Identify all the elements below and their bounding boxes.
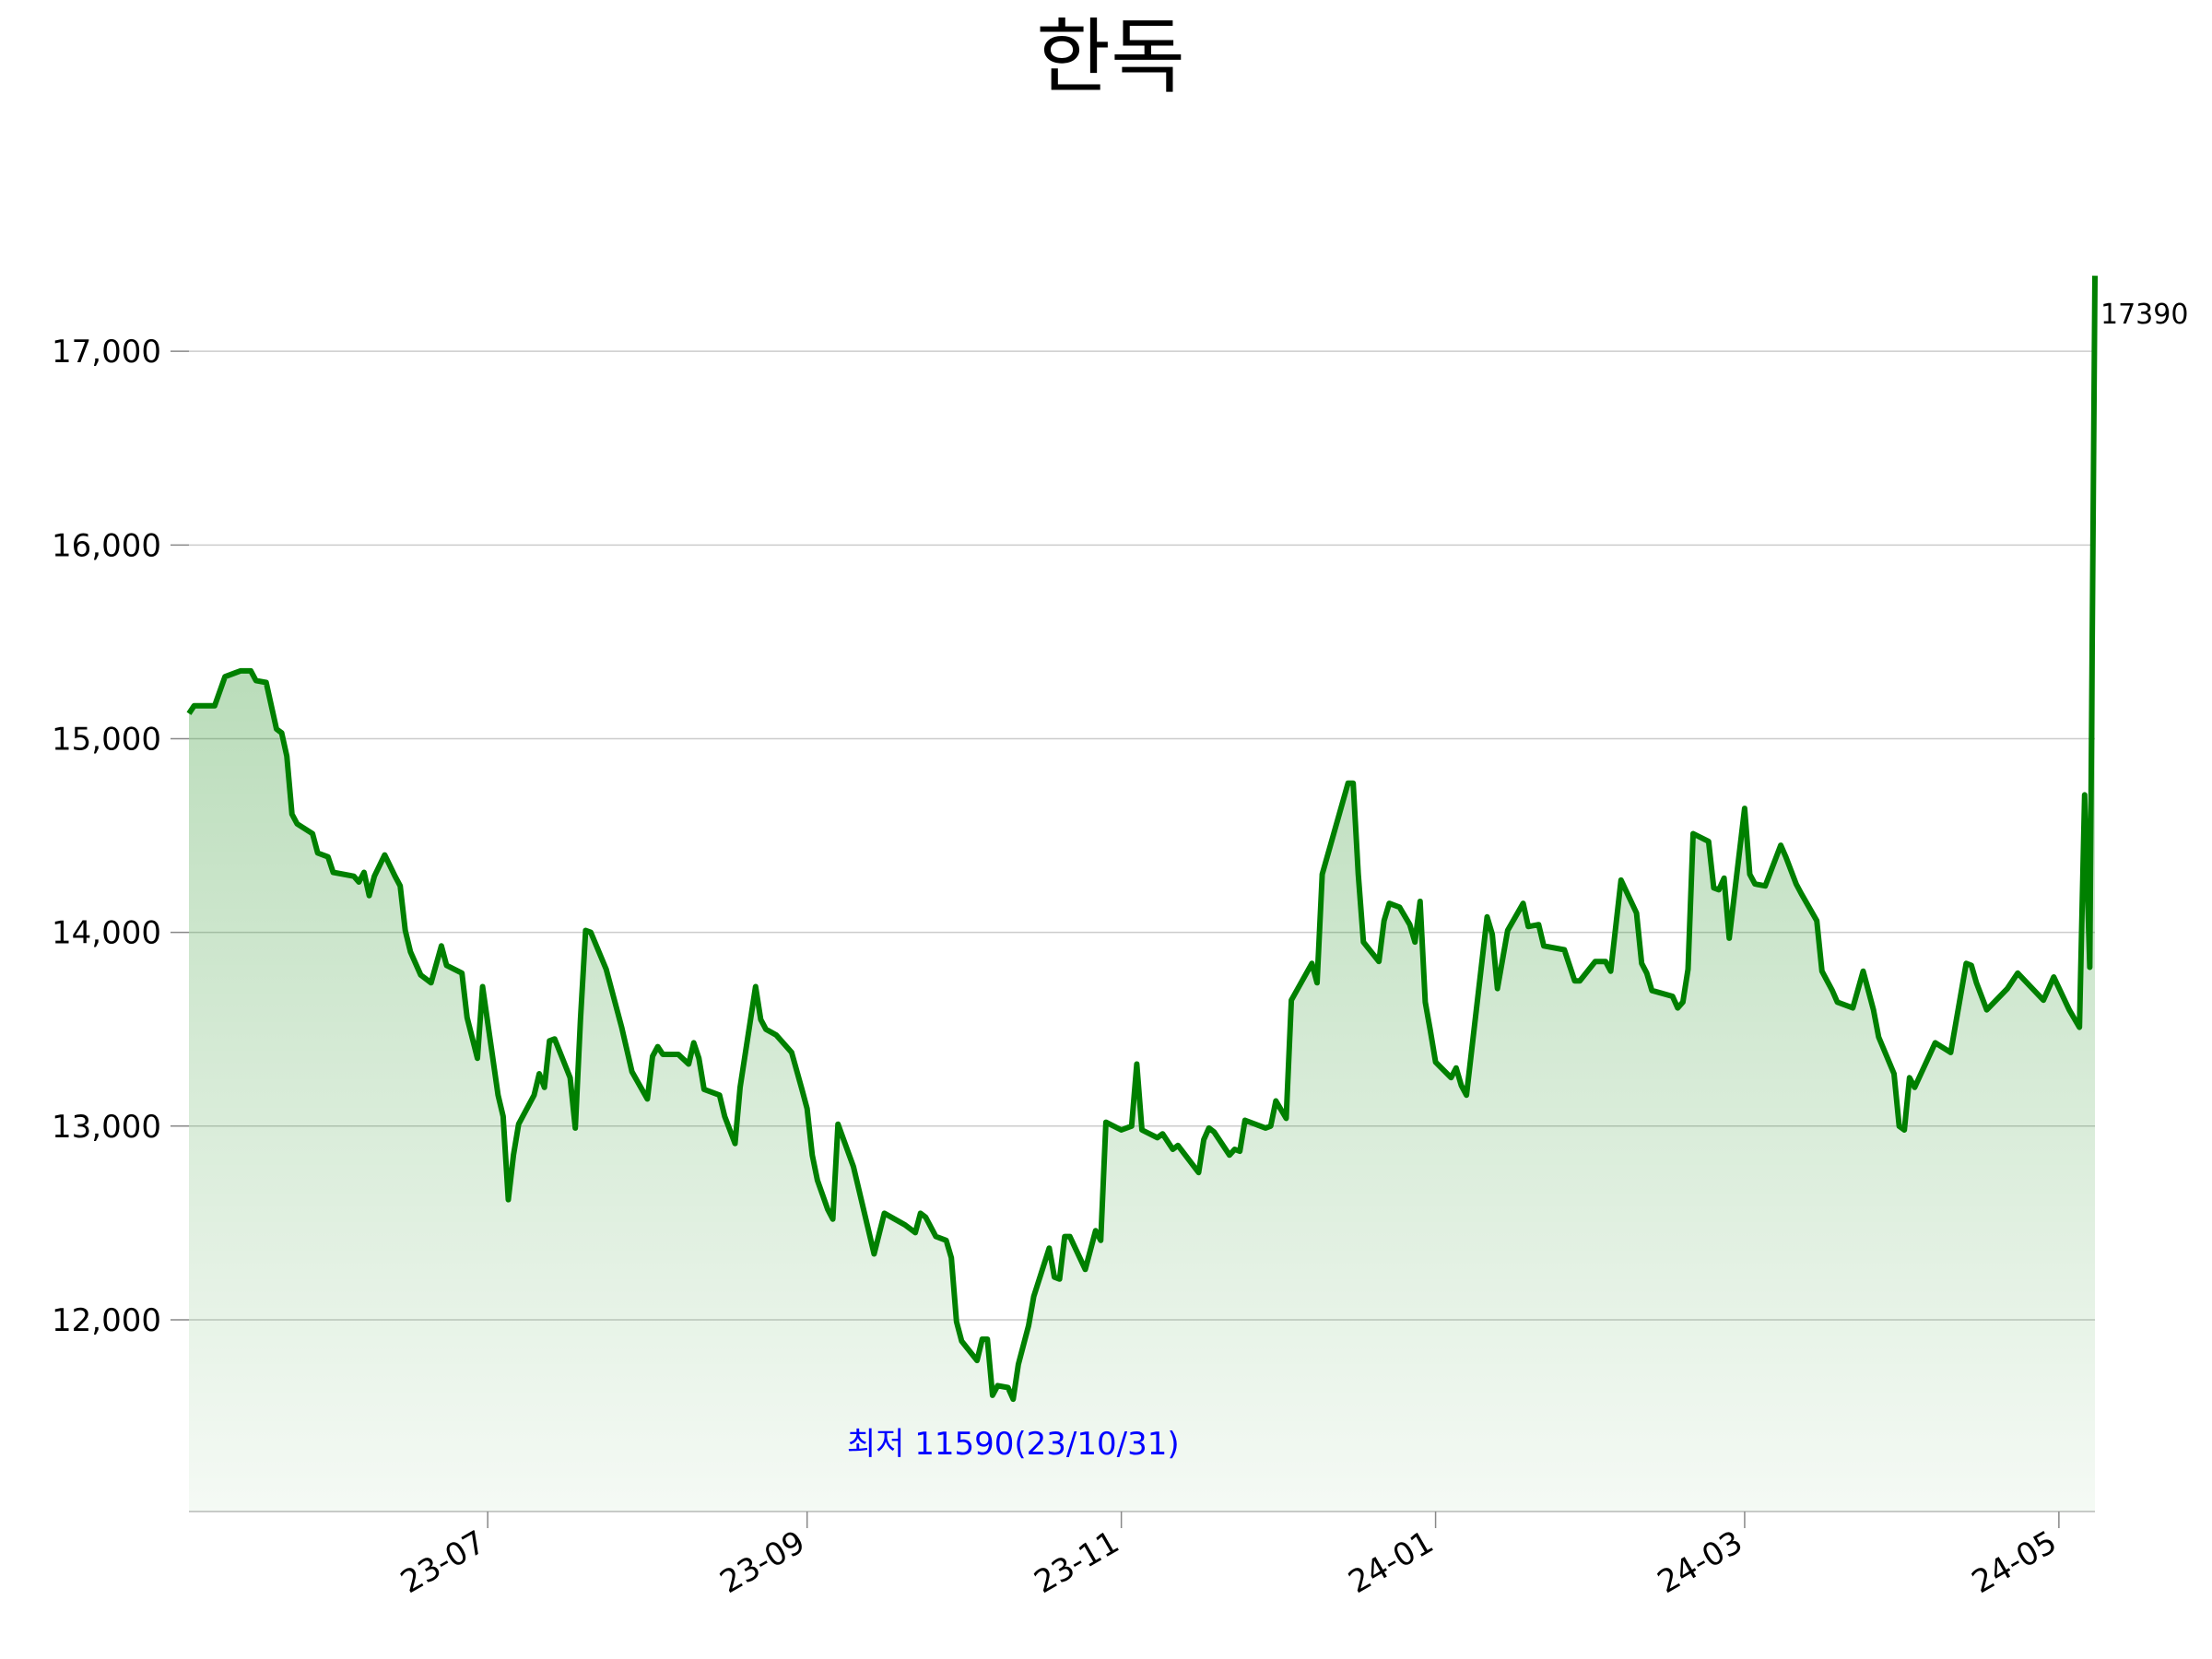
y-tick-label: 14,000 xyxy=(52,915,161,952)
price-line xyxy=(186,276,2098,1403)
x-tick-label: 24-03 xyxy=(1652,1524,1749,1601)
x-tick-label: 24-05 xyxy=(1966,1524,2064,1601)
x-tick-label: 23-07 xyxy=(394,1524,492,1601)
y-tick-label: 12,000 xyxy=(52,1302,161,1339)
y-tick-label: 13,000 xyxy=(52,1109,161,1146)
y-tick-label: 15,000 xyxy=(52,721,161,758)
last-value-label: 17390 xyxy=(2100,299,2188,331)
x-tick-label: 24-01 xyxy=(1343,1524,1441,1601)
low-annotation: 최저 11590(23/10/31) xyxy=(847,1426,1180,1463)
x-tick-label: 23-11 xyxy=(1029,1524,1126,1601)
chart-title: 한독 xyxy=(1036,9,1185,104)
x-tick-label: 23-09 xyxy=(714,1524,812,1601)
area-fill xyxy=(189,276,2095,1512)
y-tick-label: 17,000 xyxy=(52,334,161,371)
y-tick-label: 16,000 xyxy=(52,527,161,564)
